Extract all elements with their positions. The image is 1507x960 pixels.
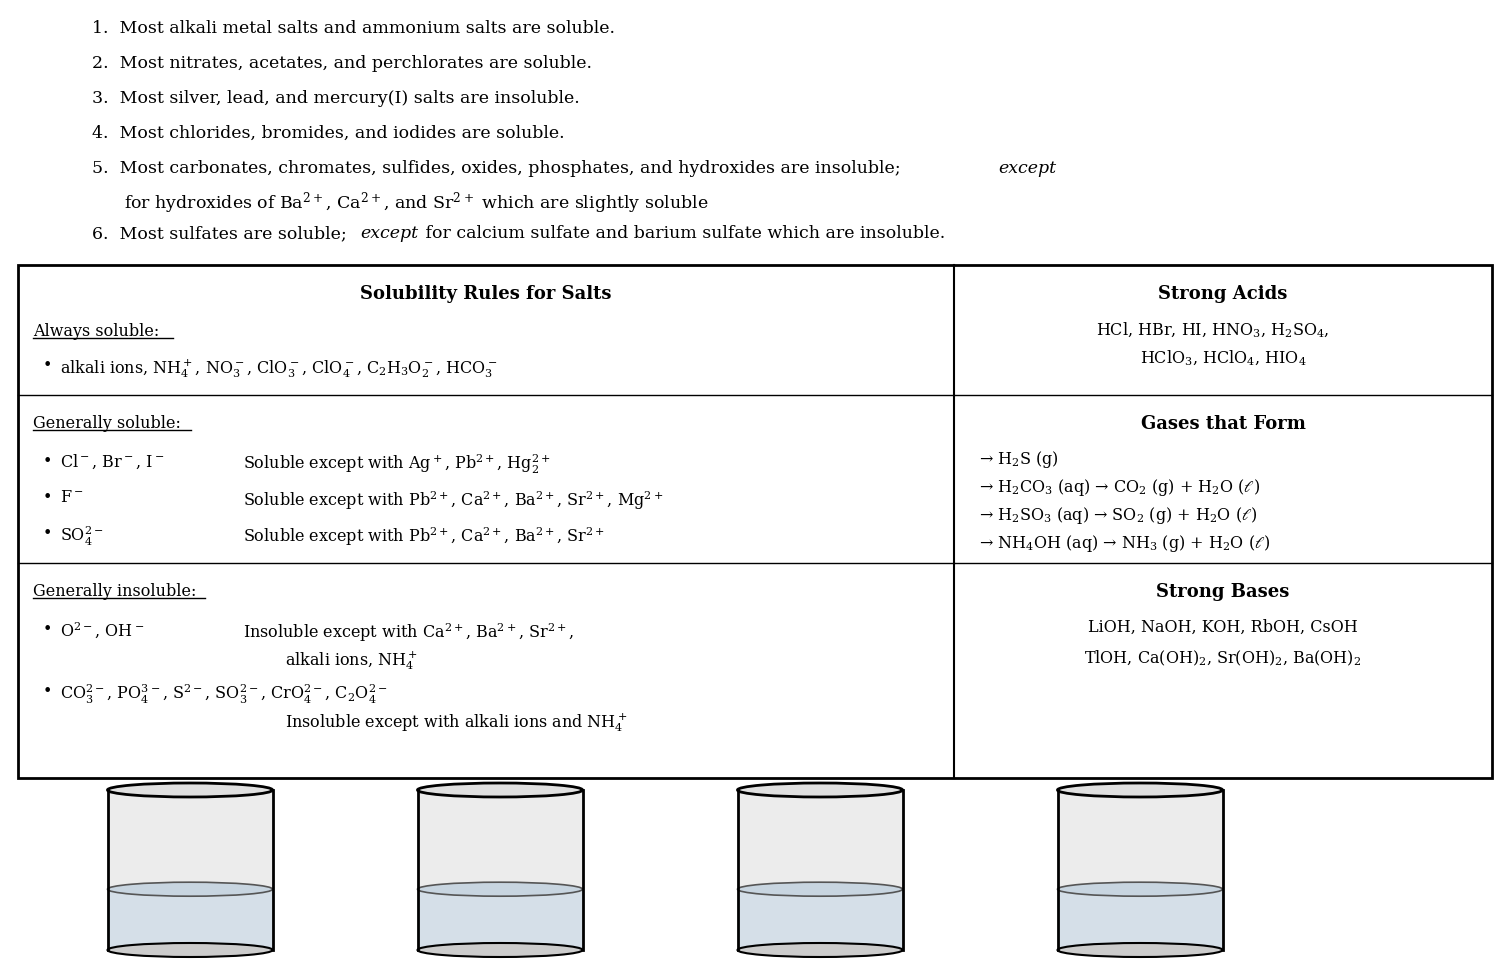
Bar <box>109 790 273 950</box>
Text: •: • <box>44 621 53 638</box>
Text: Generally soluble:: Generally soluble: <box>33 415 181 432</box>
Text: HCl, HBr, HI, HNO$_3$, H$_2$SO$_4$,: HCl, HBr, HI, HNO$_3$, H$_2$SO$_4$, <box>1096 321 1329 341</box>
Text: CO$_3^{2-}$, PO$_4^{3-}$, S$^{2-}$, SO$_3^{2-}$, CrO$_4^{2-}$, C$_2$O$_4^{2-}$: CO$_3^{2-}$, PO$_4^{3-}$, S$^{2-}$, SO$_… <box>60 683 387 707</box>
Text: Soluble except with Pb$^{2+}$, Ca$^{2+}$, Ba$^{2+}$, Sr$^{2+}$: Soluble except with Pb$^{2+}$, Ca$^{2+}$… <box>243 525 606 548</box>
Text: Always soluble:: Always soluble: <box>33 323 160 340</box>
Ellipse shape <box>107 783 273 797</box>
Text: •: • <box>44 453 53 470</box>
Text: for hydroxides of Ba$^{2+}$, Ca$^{2+}$, and Sr$^{2+}$ which are slightly soluble: for hydroxides of Ba$^{2+}$, Ca$^{2+}$, … <box>124 190 708 216</box>
Bar <box>109 889 273 950</box>
Text: except: except <box>998 160 1056 177</box>
Text: 5.  Most carbonates, chromates, sulfides, oxides, phosphates, and hydroxides are: 5. Most carbonates, chromates, sulfides,… <box>92 160 906 177</box>
Ellipse shape <box>737 882 903 897</box>
Ellipse shape <box>1058 943 1222 957</box>
Ellipse shape <box>737 943 903 957</box>
Text: Cl$^-$, Br$^-$, I$^-$: Cl$^-$, Br$^-$, I$^-$ <box>60 453 164 471</box>
Ellipse shape <box>1058 783 1222 797</box>
Text: → H$_2$CO$_3$ (aq) → CO$_2$ (g) + H$_2$O ($\ell$): → H$_2$CO$_3$ (aq) → CO$_2$ (g) + H$_2$O… <box>980 477 1260 498</box>
Text: •: • <box>44 489 53 506</box>
Text: except: except <box>360 225 417 242</box>
Text: HClO$_3$, HClO$_4$, HIO$_4$: HClO$_3$, HClO$_4$, HIO$_4$ <box>1139 349 1307 369</box>
Text: 2.  Most nitrates, acetates, and perchlorates are soluble.: 2. Most nitrates, acetates, and perchlor… <box>92 55 592 72</box>
Text: Soluble except with Ag$^+$, Pb$^{2+}$, Hg$_2^{2+}$: Soluble except with Ag$^+$, Pb$^{2+}$, H… <box>243 453 550 476</box>
Bar <box>1058 790 1224 950</box>
Ellipse shape <box>1058 882 1222 897</box>
Bar <box>417 889 583 950</box>
Text: 3.  Most silver, lead, and mercury(I) salts are insoluble.: 3. Most silver, lead, and mercury(I) sal… <box>92 90 580 107</box>
Text: 4.  Most chlorides, bromides, and iodides are soluble.: 4. Most chlorides, bromides, and iodides… <box>92 125 565 142</box>
Bar <box>738 790 903 950</box>
Text: 6.  Most sulfates are soluble;: 6. Most sulfates are soluble; <box>92 225 353 242</box>
Ellipse shape <box>737 783 903 797</box>
Text: Insoluble except with alkali ions and NH$_4^+$: Insoluble except with alkali ions and NH… <box>285 711 627 733</box>
Text: alkali ions, NH$_4^+$: alkali ions, NH$_4^+$ <box>285 649 417 672</box>
Text: O$^{2-}$, OH$^-$: O$^{2-}$, OH$^-$ <box>60 621 145 641</box>
Ellipse shape <box>107 882 273 897</box>
Text: Gases that Form: Gases that Form <box>1141 415 1305 433</box>
Text: •: • <box>44 683 53 700</box>
Text: •: • <box>44 357 53 374</box>
Text: for calcium sulfate and barium sulfate which are insoluble.: for calcium sulfate and barium sulfate w… <box>420 225 945 242</box>
Text: → H$_2$SO$_3$ (aq) → SO$_2$ (g) + H$_2$O ($\ell$): → H$_2$SO$_3$ (aq) → SO$_2$ (g) + H$_2$O… <box>980 505 1257 526</box>
Text: SO$_4^{2-}$: SO$_4^{2-}$ <box>60 525 104 548</box>
Ellipse shape <box>417 783 583 797</box>
Text: LiOH, NaOH, KOH, RbOH, CsOH: LiOH, NaOH, KOH, RbOH, CsOH <box>1088 619 1358 636</box>
Text: alkali ions, NH$_4^+$, NO$_3^-$, ClO$_3^-$, ClO$_4^-$, C$_2$H$_3$O$_2^-$, HCO$_3: alkali ions, NH$_4^+$, NO$_3^-$, ClO$_3^… <box>60 357 497 380</box>
Text: → NH$_4$OH (aq) → NH$_3$ (g) + H$_2$O ($\ell$): → NH$_4$OH (aq) → NH$_3$ (g) + H$_2$O ($… <box>980 533 1270 554</box>
Text: Generally insoluble:: Generally insoluble: <box>33 583 196 600</box>
Text: Soluble except with Pb$^{2+}$, Ca$^{2+}$, Ba$^{2+}$, Sr$^{2+}$, Mg$^{2+}$: Soluble except with Pb$^{2+}$, Ca$^{2+}$… <box>243 489 663 512</box>
Bar <box>417 790 583 950</box>
Ellipse shape <box>417 882 583 897</box>
Text: → H$_2$S (g): → H$_2$S (g) <box>980 449 1059 470</box>
Text: Solubility Rules for Salts: Solubility Rules for Salts <box>360 285 612 303</box>
Text: Insoluble except with Ca$^{2+}$, Ba$^{2+}$, Sr$^{2+}$,: Insoluble except with Ca$^{2+}$, Ba$^{2+… <box>243 621 574 644</box>
Text: •: • <box>44 525 53 542</box>
Ellipse shape <box>417 943 583 957</box>
Text: TlOH, Ca(OH)$_2$, Sr(OH)$_2$, Ba(OH)$_2$: TlOH, Ca(OH)$_2$, Sr(OH)$_2$, Ba(OH)$_2$ <box>1085 649 1362 668</box>
Ellipse shape <box>107 943 273 957</box>
Bar <box>738 889 903 950</box>
Text: Strong Bases: Strong Bases <box>1156 583 1290 601</box>
Text: 1.  Most alkali metal salts and ammonium salts are soluble.: 1. Most alkali metal salts and ammonium … <box>92 20 615 37</box>
Bar <box>18 265 1492 778</box>
Text: Strong Acids: Strong Acids <box>1159 285 1287 303</box>
Bar <box>1058 889 1224 950</box>
Text: F$^-$: F$^-$ <box>60 489 83 506</box>
